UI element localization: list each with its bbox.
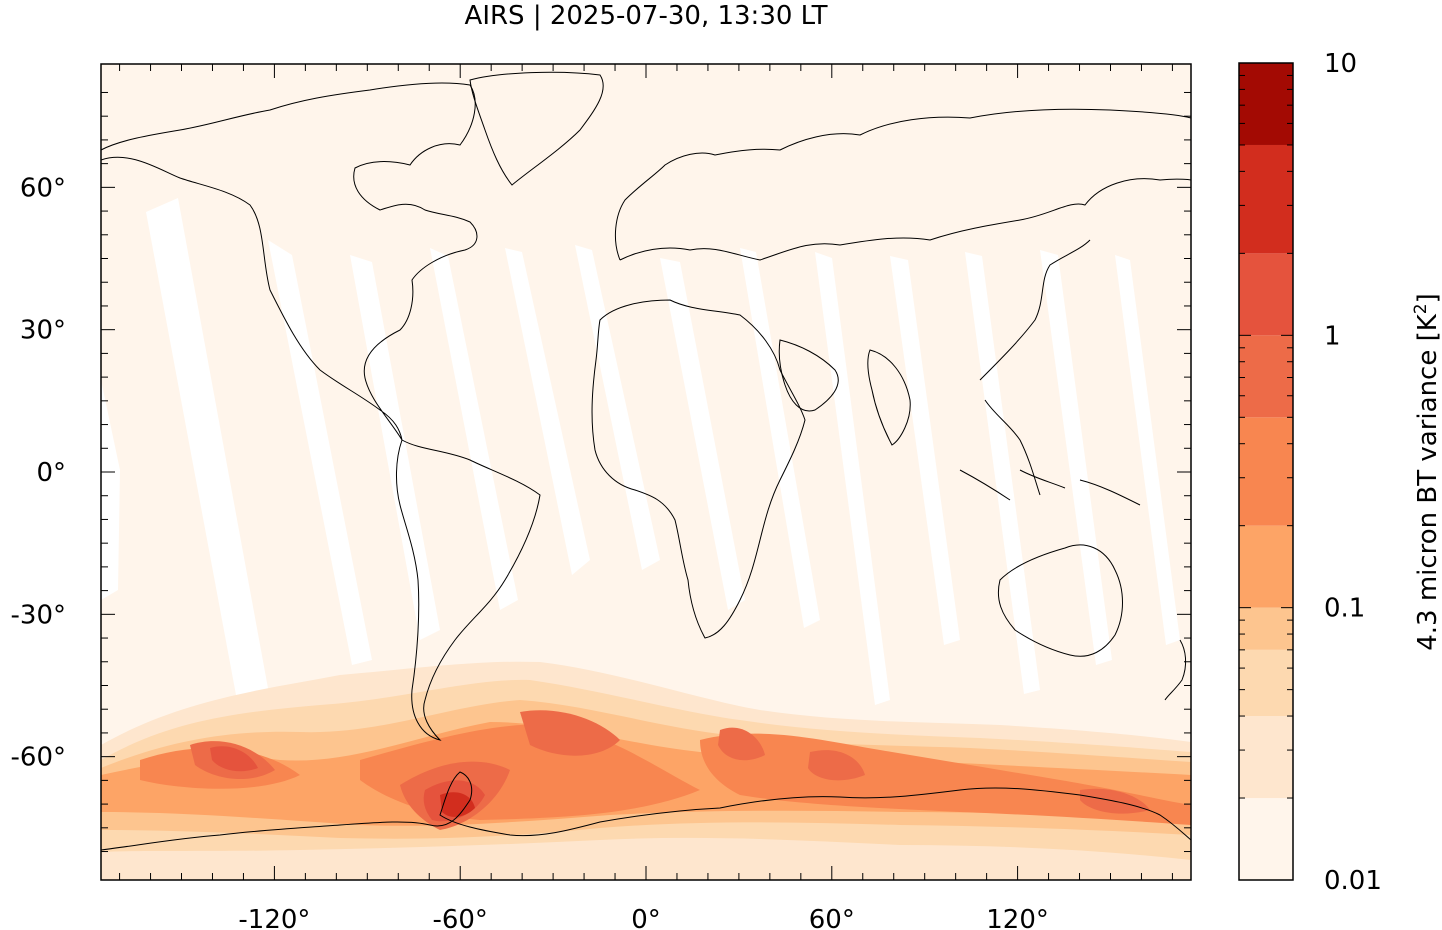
x-tick-label: -60° (432, 905, 487, 930)
figure-title: AIRS | 2025-07-30, 13:30 LT (465, 1, 828, 31)
coastline-greenland (469, 71, 604, 186)
y-tick-labels: 60° 30° 0° -30° -60° (11, 173, 66, 772)
colorbar-band (1239, 649, 1293, 717)
colorbar-band (1239, 253, 1293, 336)
coastline-north-america (101, 82, 478, 441)
y-tick-label: 60° (20, 173, 66, 203)
colorbar-ticks (1239, 62, 1293, 881)
orbit-gap (740, 248, 820, 628)
orbit-gap (965, 252, 1040, 694)
variance-contour (808, 750, 865, 781)
x-tick-label: -120° (238, 905, 310, 930)
x-tick-labels: -120° -60° 0° 60° 120° (238, 905, 1049, 930)
coastline-south-america (395, 439, 541, 741)
colorbar-tick-label: 0.01 (1324, 866, 1382, 896)
orbit-gap (146, 198, 283, 770)
colorbar-band (1239, 335, 1293, 418)
orbit-gap (430, 248, 518, 610)
coastline-antarctica (101, 771, 1191, 851)
orbit-gap (101, 380, 120, 600)
colorbar-band (1239, 607, 1293, 650)
coastline-arabia-india (778, 339, 911, 446)
colorbar-band (1239, 417, 1293, 526)
orbit-gap (1115, 255, 1180, 645)
colorbar-band (1239, 716, 1293, 799)
coastline-africa (591, 299, 806, 639)
variance-contour (520, 710, 620, 756)
colorbar: 10 1 0.1 0.01 4.3 micron BT variance [K2] (1238, 49, 1442, 896)
colorbar-frame (1238, 62, 1294, 881)
colorbar-tick-label: 0.1 (1324, 594, 1365, 624)
orbit-gap (660, 258, 745, 610)
colorbar-band (1239, 798, 1293, 880)
orbit-gap (575, 245, 660, 570)
orbit-gap (1040, 250, 1112, 665)
colorbar-band (1239, 525, 1293, 608)
x-tick-label: 120° (986, 905, 1049, 930)
colorbar-label: 4.3 micron BT variance [K2] (1411, 293, 1442, 651)
orbit-gap (890, 256, 960, 645)
y-tick-label: 0° (36, 458, 66, 488)
orbit-gap (815, 252, 890, 705)
variance-contour (210, 746, 258, 772)
colorbar-label-text: 4.3 micron BT variance [K (1413, 313, 1442, 651)
coastline-east-asia (979, 239, 1091, 496)
map-minor-ticks (101, 64, 1191, 880)
colorbar-band (1239, 63, 1293, 145)
colorbar-tick-label: 1 (1324, 321, 1341, 351)
orbit-gap (268, 240, 372, 665)
y-tick-label: -30° (11, 600, 66, 630)
x-tick-label: 60° (809, 905, 855, 930)
coastline-australia (997, 544, 1123, 657)
coastline-indonesia (959, 469, 1141, 506)
orbit-gap (505, 248, 590, 575)
coastline-europe-asia (615, 108, 1191, 261)
variance-contour (440, 792, 475, 817)
y-tick-label: 30° (20, 316, 66, 346)
colorbar-bands (1239, 63, 1293, 880)
coastlines (101, 71, 1191, 851)
colorbar-label-end: ] (1413, 293, 1442, 303)
variance-contour (718, 727, 765, 761)
colorbar-tick-label: 10 (1324, 49, 1357, 79)
orbit-gap (350, 255, 440, 640)
colorbar-label-sup: 2 (1411, 303, 1431, 314)
coastline-new-zealand (1164, 639, 1187, 701)
orbit-gaps (101, 198, 1180, 770)
map-panel: -120° -60° 0° 60° 120° 60° 30° 0° -30° -60° (11, 63, 1192, 930)
y-tick-label: -60° (11, 743, 66, 773)
x-tick-label: 0° (631, 905, 661, 930)
colorbar-band (1239, 144, 1293, 254)
colorbar-tick-labels: 10 1 0.1 0.01 (1324, 49, 1382, 896)
variance-field (101, 661, 1191, 880)
